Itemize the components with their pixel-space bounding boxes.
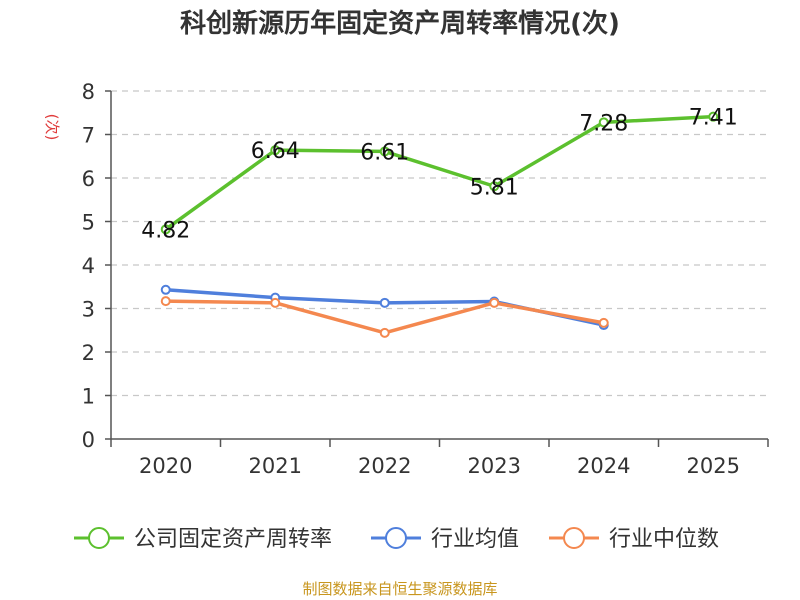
series-point [270, 297, 281, 308]
gridlines [111, 90, 768, 397]
series-line [164, 114, 715, 232]
y-tick-label: 7 [82, 124, 95, 148]
x-tick-label: 2020 [139, 454, 192, 478]
axes: 0 1 2 3 4 5 6 7 8 2020 2021 2022 2023 2024 2025 [82, 80, 769, 478]
x-tick-label: 2021 [249, 454, 302, 478]
series-point [160, 284, 171, 295]
series-point [708, 111, 719, 122]
y-tick-label: 6 [82, 167, 95, 191]
x-tick-label: 2022 [358, 454, 411, 478]
legend-marker [385, 527, 407, 549]
series-point [489, 181, 500, 192]
y-tick-label: 0 [82, 428, 95, 452]
legend-marker [88, 527, 110, 549]
series-point [379, 146, 390, 157]
y-tick-label: 3 [82, 298, 95, 322]
data-label: 6.64 [251, 139, 300, 164]
series-point [160, 224, 171, 235]
series-point [270, 145, 281, 156]
series-point [598, 317, 609, 328]
x-tick-label: 2024 [577, 454, 630, 478]
y-tick-label: 5 [82, 211, 95, 235]
data-label: 7.41 [689, 106, 738, 131]
series-point [489, 297, 500, 308]
data-label: 4.82 [141, 218, 190, 243]
series-group: 4.82 6.64 6.61 5.81 7.28 7.41 [141, 106, 738, 338]
legend: 公司固定资产周转率 行业均值 行业中位数 [74, 527, 719, 552]
x-tick-label: 2025 [687, 454, 740, 478]
source-note: 制图数据来自恒生聚源数据库 [302, 580, 497, 598]
data-label: 7.28 [579, 111, 628, 136]
series-point [160, 296, 171, 307]
series-point [379, 327, 390, 338]
chart-title: 科创新源历年固定资产周转率情况(次) [180, 8, 620, 39]
series-point [598, 117, 609, 128]
series-point [379, 297, 390, 308]
legend-label: 行业均值 [431, 527, 519, 552]
y-tick-label: 8 [82, 80, 95, 104]
legend-label: 行业中位数 [609, 527, 719, 552]
data-label: 6.61 [360, 140, 409, 165]
y-tick-label: 1 [82, 385, 95, 409]
y-axis-label: (次) [43, 114, 61, 141]
data-label: 5.81 [470, 175, 519, 200]
y-tick-label: 4 [82, 254, 95, 278]
x-tick-label: 2023 [468, 454, 521, 478]
legend-marker [563, 527, 585, 549]
legend-label: 公司固定资产周转率 [134, 527, 332, 552]
y-tick-label: 2 [82, 341, 95, 365]
